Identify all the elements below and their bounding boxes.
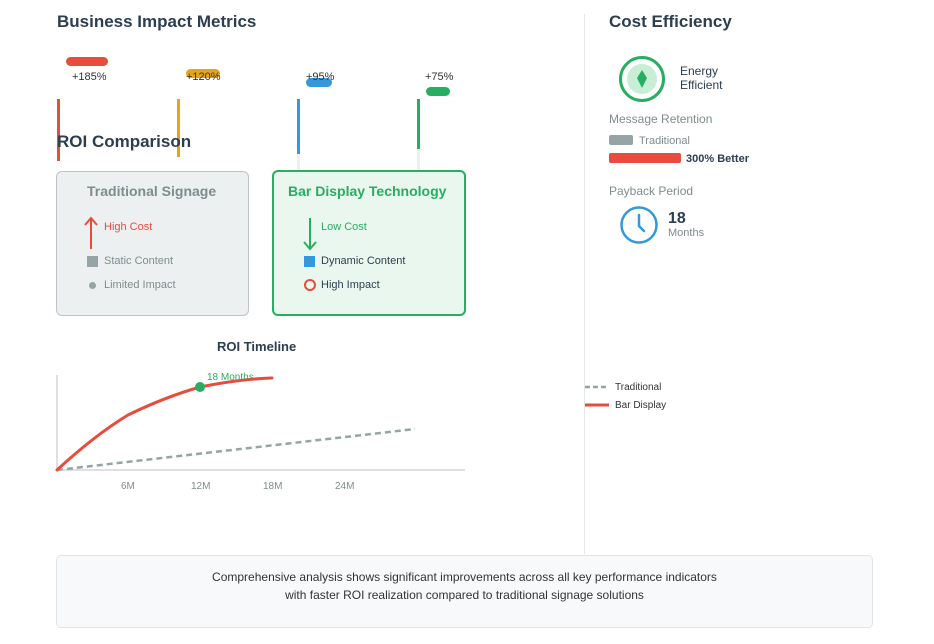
metric-label-3: +95% xyxy=(306,71,335,83)
bar-retention-bar xyxy=(609,153,681,163)
tick-6m: 6M xyxy=(121,481,135,492)
traditional-content-label: Static Content xyxy=(104,255,174,267)
bar-impact-label: High Impact xyxy=(321,279,380,291)
dot-icon xyxy=(89,282,96,289)
metric-pill-1 xyxy=(66,57,108,66)
traditional-line xyxy=(56,427,416,472)
timeline-title: ROI Timeline xyxy=(217,339,297,354)
bar-cost-label: Low Cost xyxy=(321,221,367,233)
square-icon-blue xyxy=(304,256,315,267)
metric-label-1: +185% xyxy=(72,71,107,83)
legend-traditional: Traditional xyxy=(615,382,662,393)
metric-bar-1 xyxy=(57,99,60,161)
ring-icon xyxy=(304,279,316,291)
metric-label-2: +120% xyxy=(186,71,221,83)
traditional-retention-bar xyxy=(609,135,633,145)
marker-label: 18 Months xyxy=(207,372,254,383)
clock-icon xyxy=(620,206,658,244)
energy-ring xyxy=(619,56,665,102)
metric-bar-3-track xyxy=(297,154,300,170)
bar-display-line xyxy=(55,376,274,472)
payback-unit: Months xyxy=(668,227,705,239)
retention-better-label: 300% Better xyxy=(686,153,749,165)
footer-summary: Comprehensive analysis shows significant… xyxy=(56,555,873,628)
footer-line-1: Comprehensive analysis shows significant… xyxy=(212,570,717,584)
traditional-card-title: Traditional Signage xyxy=(87,183,217,199)
payback-title: Payback Period xyxy=(609,184,694,198)
metric-pill-3 xyxy=(306,78,332,87)
bar-content-label: Dynamic Content xyxy=(321,255,406,267)
metric-bar-2 xyxy=(177,99,180,157)
arrow-down-icon xyxy=(303,218,317,251)
leaf-icon xyxy=(637,70,647,88)
traditional-card: Traditional Signage High Cost Static Con… xyxy=(56,171,249,316)
column-divider xyxy=(584,14,585,554)
traditional-retention-label: Traditional xyxy=(639,135,690,147)
traditional-cost-label: High Cost xyxy=(104,221,153,233)
payback-value: 18 xyxy=(668,210,686,227)
bar-display-card: Bar Display Technology Low Cost Dynamic … xyxy=(272,170,466,316)
impact-title: Business Impact Metrics xyxy=(57,12,257,31)
metric-bar-4-track xyxy=(417,149,420,170)
energy-label: Energy Efficient xyxy=(680,64,723,92)
metric-bar-4 xyxy=(417,99,420,149)
bar-card-title: Bar Display Technology xyxy=(288,183,447,199)
arrow-up-icon xyxy=(84,216,98,249)
metric-label-4: +75% xyxy=(425,71,454,83)
tick-18m: 18M xyxy=(263,481,283,492)
roi-title: ROI Comparison xyxy=(57,132,192,151)
metric-pill-2 xyxy=(186,69,220,78)
traditional-impact-label: Limited Impact xyxy=(104,279,176,291)
metric-pill-4 xyxy=(426,87,450,96)
footer-line-2: with faster ROI realization compared to … xyxy=(285,588,644,602)
square-icon xyxy=(87,256,98,267)
legend-bar-display: Bar Display xyxy=(615,400,667,411)
tick-24m: 24M xyxy=(335,481,355,492)
retention-title: Message Retention xyxy=(609,112,713,126)
metric-bar-3 xyxy=(297,99,300,154)
payback-marker xyxy=(195,382,205,392)
tick-12m: 12M xyxy=(191,481,211,492)
cost-title: Cost Efficiency xyxy=(609,12,732,31)
